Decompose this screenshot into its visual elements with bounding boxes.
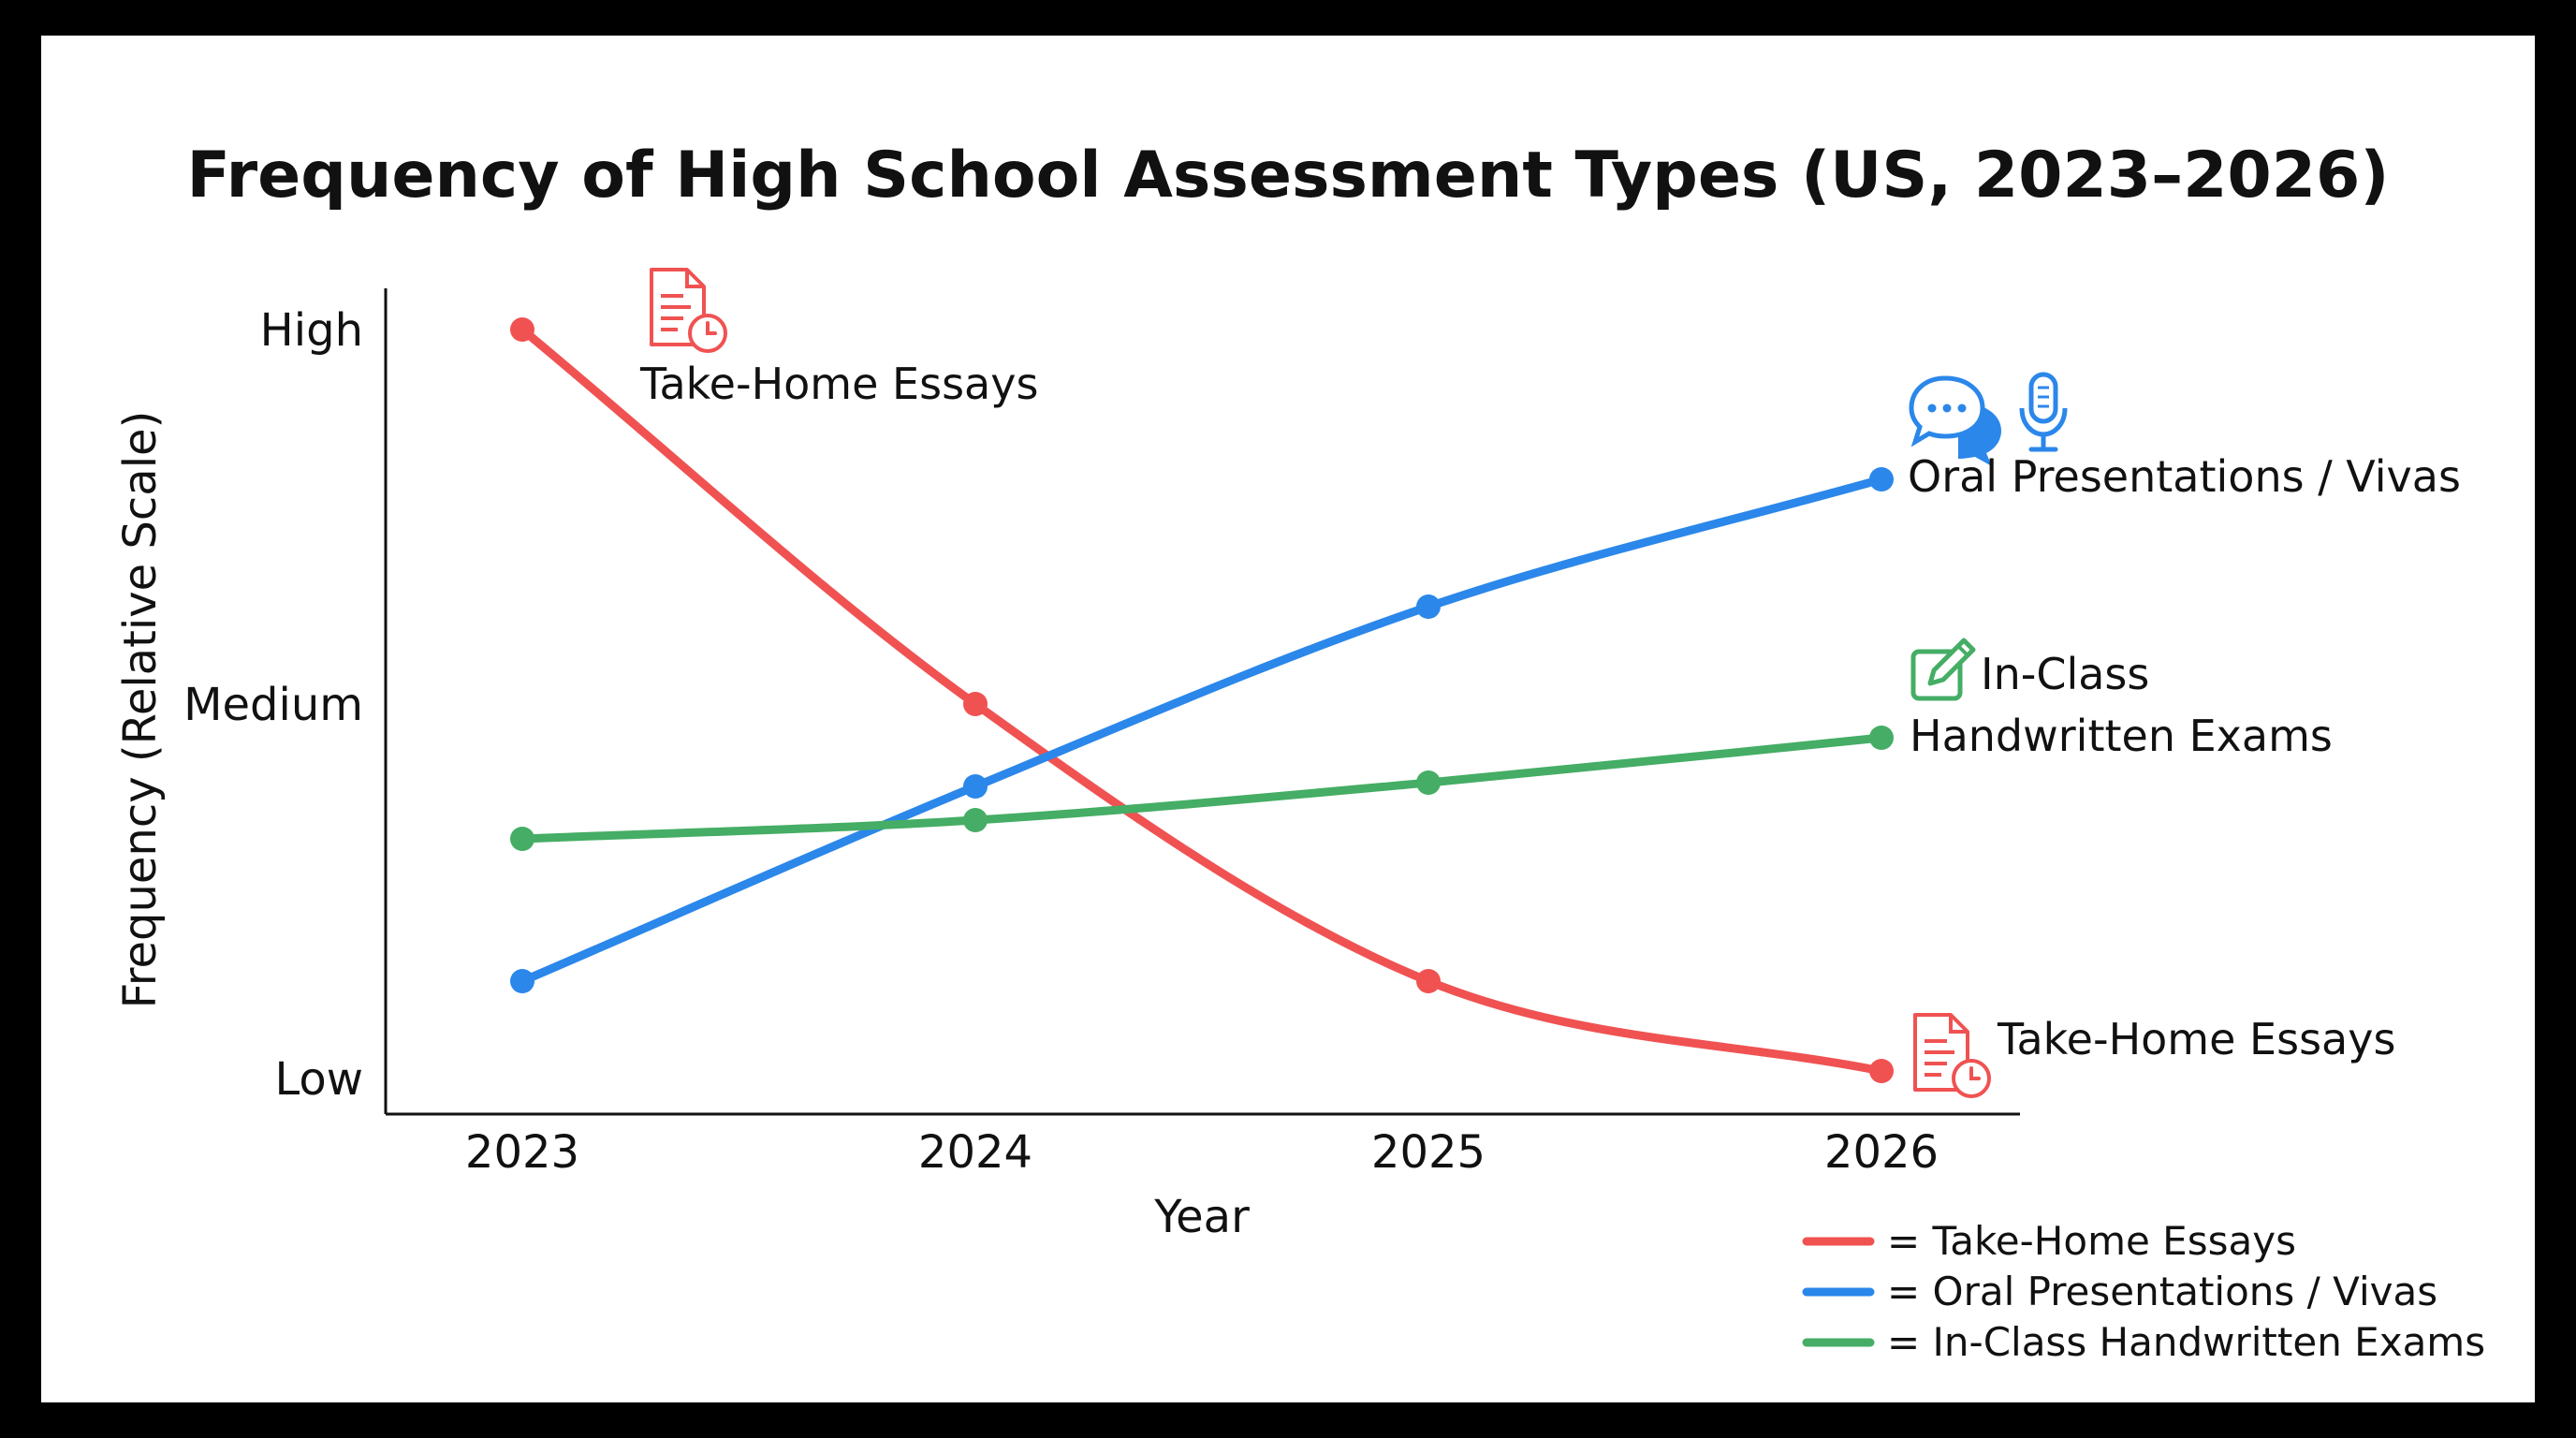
y-tick-group: High Medium Low [183, 304, 363, 1106]
pencil-note-icon [1910, 638, 1976, 701]
y-axis-label: Frequency (Relative Scale) [114, 411, 167, 1009]
speech-bubbles-icon [1909, 375, 2001, 466]
data-point-1-3 [1869, 467, 1894, 492]
chart-svg: Frequency of High School Assessment Type… [114, 139, 2485, 1365]
x-tick-label: 2026 [1824, 1126, 1939, 1179]
chart-card: Frequency of High School Assessment Type… [41, 36, 2535, 1402]
data-point-0-0 [510, 317, 534, 342]
x-tick-group: 2023 2024 2025 2026 [465, 1126, 1939, 1179]
legend-label-take-home: = Take-Home Essays [1887, 1218, 2296, 1264]
inclass-end-label-line2: Handwritten Exams [1910, 711, 2333, 761]
data-point-1-2 [1416, 594, 1441, 619]
legend-label-oral: = Oral Presentations / Vivas [1887, 1269, 2437, 1314]
data-point-0-3 [1869, 1059, 1894, 1083]
oral-end-label: Oral Presentations / Vivas [1908, 451, 2461, 502]
take-home-end-label: Take-Home Essays [1997, 1014, 2395, 1064]
x-tick-label: 2023 [465, 1126, 579, 1179]
series-line-0 [518, 325, 1886, 1076]
data-point-1-1 [963, 774, 988, 799]
x-axis-label: Year [1153, 1191, 1250, 1243]
x-tick-label: 2025 [1371, 1126, 1486, 1179]
y-tick-label: Low [274, 1053, 363, 1106]
series-points [510, 317, 1894, 1083]
data-point-1-0 [510, 969, 534, 993]
y-tick-label: Medium [183, 679, 363, 731]
chart-title: Frequency of High School Assessment Type… [187, 139, 2390, 213]
data-point-2-3 [1869, 726, 1894, 750]
document-clock-icon [1913, 1013, 1991, 1098]
series-lines [518, 325, 1886, 1076]
data-point-2-2 [1416, 770, 1441, 795]
data-point-2-0 [510, 827, 534, 851]
data-point-0-2 [1416, 969, 1441, 993]
data-point-2-1 [963, 808, 988, 832]
legend-label-inclass: = In-Class Handwritten Exams [1887, 1319, 2485, 1365]
data-point-0-1 [963, 692, 988, 716]
y-tick-label: High [260, 304, 363, 357]
microphone-icon [2019, 372, 2068, 452]
document-clock-icon [650, 268, 727, 353]
series-line-2 [518, 733, 1886, 844]
series-line-1 [518, 475, 1886, 986]
take-home-start-label: Take-Home Essays [639, 359, 1038, 409]
x-tick-label: 2024 [918, 1126, 1032, 1179]
inclass-end-label-line1: In-Class [1981, 649, 2149, 699]
legend: = Take-Home Essays = Oral Presentations … [1802, 1218, 2485, 1365]
